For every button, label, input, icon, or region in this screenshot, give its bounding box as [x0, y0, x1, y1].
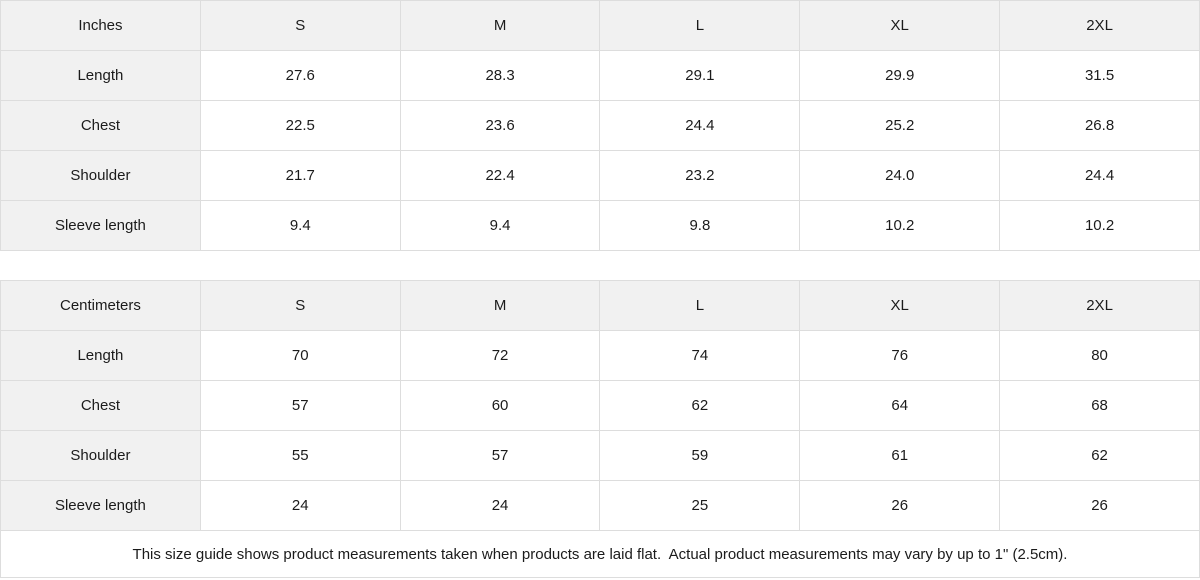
cell-value: 24.4: [999, 150, 1200, 201]
column-header-xl: XL: [799, 0, 1001, 51]
unit-header-inches: Inches: [0, 0, 201, 51]
cell-value: 31.5: [999, 50, 1200, 101]
row-label: Chest: [0, 380, 201, 431]
table-row-length: Length 70 72 74 76 80: [0, 330, 1200, 381]
cell-value: 24: [199, 480, 401, 531]
table-row-sleeve-length: Sleeve length 24 24 25 26 26: [0, 480, 1200, 531]
cell-value: 26: [999, 480, 1200, 531]
cell-value: 23.6: [399, 100, 601, 151]
cell-value: 80: [999, 330, 1200, 381]
row-label: Length: [0, 50, 201, 101]
size-table-inches: Inches S M L XL 2XL Length 27.6 28.3 29.…: [0, 0, 1200, 251]
table-row-length: Length 27.6 28.3 29.1 29.9 31.5: [0, 50, 1200, 101]
cell-value: 9.8: [599, 200, 801, 251]
cell-value: 64: [799, 380, 1001, 431]
table-row-chest: Chest 57 60 62 64 68: [0, 380, 1200, 431]
cell-value: 59: [599, 430, 801, 481]
cell-value: 29.1: [599, 50, 801, 101]
column-header-2xl: 2XL: [999, 0, 1200, 51]
cell-value: 22.4: [399, 150, 601, 201]
cell-value: 25: [599, 480, 801, 531]
cell-value: 24.0: [799, 150, 1001, 201]
row-label: Sleeve length: [0, 200, 201, 251]
cell-value: 26.8: [999, 100, 1200, 151]
column-header-s: S: [199, 0, 401, 51]
cell-value: 60: [399, 380, 601, 431]
cell-value: 55: [199, 430, 401, 481]
cell-value: 27.6: [199, 50, 401, 101]
row-label: Shoulder: [0, 150, 201, 201]
cell-value: 22.5: [199, 100, 401, 151]
column-header-s: S: [199, 280, 401, 331]
cell-value: 24.4: [599, 100, 801, 151]
row-label: Chest: [0, 100, 201, 151]
header-row: Centimeters S M L XL 2XL: [0, 280, 1200, 331]
column-header-xl: XL: [799, 280, 1001, 331]
size-table-centimeters: Centimeters S M L XL 2XL Length 70 72 74…: [0, 280, 1200, 531]
cell-value: 10.2: [999, 200, 1200, 251]
cell-value: 26: [799, 480, 1001, 531]
cell-value: 9.4: [199, 200, 401, 251]
header-row: Inches S M L XL 2XL: [0, 0, 1200, 51]
cell-value: 29.9: [799, 50, 1001, 101]
table-row-chest: Chest 22.5 23.6 24.4 25.2 26.8: [0, 100, 1200, 151]
row-label: Length: [0, 330, 201, 381]
column-header-l: L: [599, 0, 801, 51]
row-label: Sleeve length: [0, 480, 201, 531]
cell-value: 62: [999, 430, 1200, 481]
column-header-2xl: 2XL: [999, 280, 1200, 331]
column-header-m: M: [399, 280, 601, 331]
size-guide-note: This size guide shows product measuremen…: [0, 530, 1200, 578]
column-header-l: L: [599, 280, 801, 331]
cell-value: 61: [799, 430, 1001, 481]
cell-value: 68: [999, 380, 1200, 431]
cell-value: 9.4: [399, 200, 601, 251]
cell-value: 24: [399, 480, 601, 531]
column-header-m: M: [399, 0, 601, 51]
cell-value: 70: [199, 330, 401, 381]
table-gap: [0, 251, 1200, 280]
row-label: Shoulder: [0, 430, 201, 481]
table-row-shoulder: Shoulder 55 57 59 61 62: [0, 430, 1200, 481]
cell-value: 10.2: [799, 200, 1001, 251]
cell-value: 72: [399, 330, 601, 381]
unit-header-centimeters: Centimeters: [0, 280, 201, 331]
table-row-sleeve-length: Sleeve length 9.4 9.4 9.8 10.2 10.2: [0, 200, 1200, 251]
cell-value: 28.3: [399, 50, 601, 101]
table-row-shoulder: Shoulder 21.7 22.4 23.2 24.0 24.4: [0, 150, 1200, 201]
cell-value: 21.7: [199, 150, 401, 201]
cell-value: 57: [399, 430, 601, 481]
cell-value: 23.2: [599, 150, 801, 201]
cell-value: 57: [199, 380, 401, 431]
cell-value: 76: [799, 330, 1001, 381]
cell-value: 74: [599, 330, 801, 381]
cell-value: 62: [599, 380, 801, 431]
cell-value: 25.2: [799, 100, 1001, 151]
